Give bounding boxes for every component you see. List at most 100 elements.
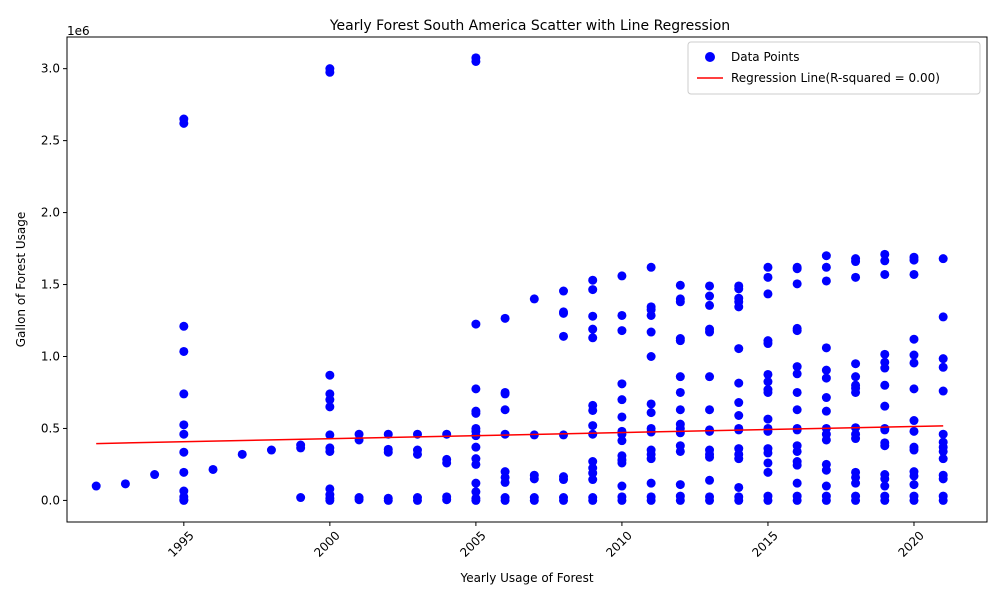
data-point (617, 458, 627, 468)
data-point (851, 272, 861, 282)
data-point (471, 408, 481, 418)
data-point (588, 468, 598, 478)
data-point (500, 313, 510, 323)
data-point (909, 269, 919, 279)
data-point (938, 312, 948, 322)
data-point (383, 447, 393, 457)
data-point (179, 495, 189, 505)
data-point (792, 279, 802, 289)
data-point (529, 294, 539, 304)
data-point (675, 428, 685, 438)
data-point (529, 495, 539, 505)
data-point (412, 449, 422, 459)
data-point (471, 56, 481, 66)
data-point (617, 495, 627, 505)
data-point (617, 326, 627, 336)
data-point (821, 343, 831, 353)
y-axis: 0.0 0.5 1.0 1.5 2.0 2.5 3.0 (41, 62, 67, 507)
data-point (325, 370, 335, 380)
data-point (646, 262, 656, 272)
data-point (588, 457, 598, 467)
chart-title: Yearly Forest South America Scatter with… (329, 18, 730, 34)
data-point (763, 426, 773, 436)
data-point (821, 393, 831, 403)
data-point (442, 429, 452, 439)
data-point (617, 271, 627, 281)
data-point (559, 308, 569, 318)
data-point (91, 481, 101, 491)
data-point (179, 118, 189, 128)
data-point (763, 289, 773, 299)
data-point (179, 447, 189, 457)
data-point (179, 346, 189, 356)
y-tick-label: 2.0 (41, 206, 60, 220)
data-point (705, 372, 715, 382)
data-point (325, 395, 335, 405)
data-point (588, 285, 598, 295)
data-point (471, 319, 481, 329)
data-point (442, 495, 452, 505)
data-point (471, 495, 481, 505)
legend: Data Points Regression Line(R-squared = … (687, 41, 981, 95)
data-point (909, 416, 919, 426)
data-point (559, 331, 569, 341)
data-point (179, 321, 189, 331)
data-point (909, 334, 919, 344)
data-point (880, 481, 890, 491)
data-point (851, 359, 861, 369)
data-point (909, 384, 919, 394)
data-point (588, 429, 598, 439)
data-point (880, 349, 890, 359)
data-point (938, 446, 948, 456)
data-point (734, 378, 744, 388)
plot-frame (66, 36, 988, 523)
data-point (588, 324, 598, 334)
data-point (821, 406, 831, 416)
data-point (675, 387, 685, 397)
data-point (909, 358, 919, 368)
data-point (471, 487, 481, 497)
data-point (412, 495, 422, 505)
data-point (821, 276, 831, 286)
y-tick-label: 2.5 (41, 134, 60, 148)
y-scale-note: 1e6 (67, 24, 90, 38)
data-point (588, 311, 598, 321)
data-point (763, 495, 773, 505)
data-point (851, 257, 861, 267)
data-point (354, 435, 364, 445)
data-point (880, 363, 890, 373)
data-point (821, 435, 831, 445)
data-point (880, 380, 890, 390)
data-point (938, 254, 948, 264)
data-point (880, 249, 890, 259)
y-axis-label: Gallon of Forest Usage (14, 212, 28, 348)
data-point (500, 495, 510, 505)
data-point (763, 467, 773, 477)
data-point (588, 421, 598, 431)
data-point (675, 480, 685, 490)
data-point (705, 300, 715, 310)
data-point (354, 495, 364, 505)
data-point (792, 264, 802, 274)
y-tick-label: 0.0 (41, 493, 60, 507)
data-marks (91, 53, 948, 505)
data-point (588, 495, 598, 505)
data-point (792, 405, 802, 415)
data-point (617, 379, 627, 389)
data-point (675, 297, 685, 307)
data-point (705, 475, 715, 485)
data-point (851, 434, 861, 444)
data-point (938, 386, 948, 396)
data-point (734, 495, 744, 505)
data-point (880, 401, 890, 411)
data-point (880, 474, 890, 484)
data-point (559, 430, 569, 440)
data-point (325, 495, 335, 505)
data-point (734, 411, 744, 421)
data-point (763, 377, 773, 387)
data-point (296, 443, 306, 453)
data-point (792, 425, 802, 435)
data-point (792, 478, 802, 488)
data-point (763, 458, 773, 468)
data-point (909, 471, 919, 481)
